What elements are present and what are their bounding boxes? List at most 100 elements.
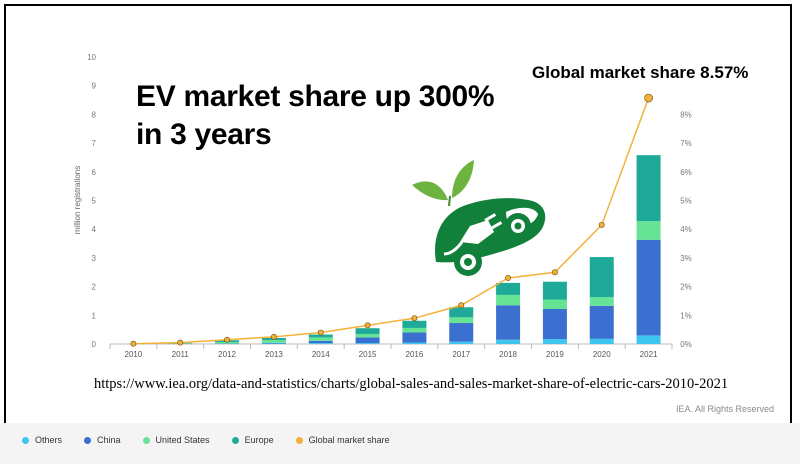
y-tick-label: 5 [92, 197, 97, 206]
bar-segment-others [636, 335, 661, 344]
legend-label-united-states: United States [155, 435, 210, 445]
share-point [458, 302, 465, 309]
share-point [598, 221, 605, 228]
share-point [270, 333, 277, 340]
legend-swatch-united-states [142, 436, 150, 444]
legend-item-others: Others [22, 435, 62, 445]
y-tick-label: 3 [92, 254, 97, 263]
bar-segment-europe [589, 257, 614, 298]
x-tick-label: 2017 [452, 350, 470, 359]
share-point [130, 340, 137, 347]
legend-item-global-share: Global market share [295, 435, 390, 445]
source-url: https://www.iea.org/data-and-statistics/… [94, 376, 729, 392]
bar-segment-united-states [636, 221, 661, 240]
y2-tick-label: 0% [680, 340, 692, 349]
bar-segment-others [402, 342, 427, 344]
legend-swatch-others [22, 436, 29, 444]
y-tick-label: 9 [92, 82, 97, 91]
y2-tick-label: 7% [680, 139, 692, 148]
x-tick-label: 2011 [172, 350, 190, 359]
y-tick-label: 2 [92, 283, 97, 292]
bar-segment-others [496, 339, 521, 344]
bar-segment-china [355, 337, 380, 344]
legend-swatch-europe [231, 436, 239, 444]
share-point [224, 336, 231, 343]
y-tick-label: 10 [87, 53, 96, 62]
bar-segment-europe [355, 328, 380, 334]
headline-line-2: in 3 years [136, 118, 272, 151]
bar-segment-europe [542, 281, 567, 300]
legend: Others China United States Europe Global… [22, 435, 390, 445]
rights-notice: IEA. All Rights Reserved [676, 404, 775, 414]
x-tick-label: 2013 [265, 350, 283, 359]
y-tick-label: 1 [92, 311, 97, 320]
legend-strip [0, 423, 800, 464]
global-share-annotation: Global market share 8.57% [532, 63, 749, 82]
bar-segment-others [355, 343, 380, 344]
share-point [644, 93, 653, 103]
bar-segment-china [449, 323, 474, 342]
bar-segment-china [261, 342, 286, 344]
y2-tick-label: 1% [680, 311, 692, 320]
legend-label-china: China [97, 435, 121, 445]
bar-segment-china [308, 340, 333, 344]
bar-segment-united-states [308, 337, 333, 341]
bar-segment-united-states [261, 339, 286, 343]
x-tick-label: 2015 [359, 350, 377, 359]
bar-segment-united-states [542, 299, 567, 309]
y2-axis: 0% 1% 2% 3% 4% 5% 6% 7% 8% [680, 110, 692, 349]
x-tick-label: 2010 [125, 350, 143, 359]
legend-label-europe: Europe [244, 435, 274, 445]
y2-tick-label: 8% [680, 110, 692, 119]
bar-segment-others [542, 339, 567, 344]
x-tick-label: 2021 [640, 350, 658, 359]
y-tick-label: 4 [92, 225, 97, 234]
bar-segment-united-states [215, 341, 240, 344]
x-tick-label: 2012 [218, 350, 236, 359]
y-axis-label: million registrations [73, 166, 82, 234]
bar-segment-china [496, 305, 521, 340]
x-axis: 2010 2011 2012 2013 2014 2015 2016 2017 2018 2019… [109, 343, 673, 359]
legend-item-china: China [84, 435, 121, 445]
legend-swatch-china [84, 436, 92, 444]
legend-item-europe: Europe [231, 435, 274, 445]
bar-segment-china [589, 305, 614, 339]
share-point [551, 269, 558, 276]
bar-segment-others [449, 341, 474, 344]
share-point [505, 275, 512, 281]
y2-tick-label: 3% [680, 254, 692, 263]
bar-segment-others [589, 338, 614, 344]
legend-swatch-global-share [295, 436, 303, 444]
y2-tick-label: 2% [680, 283, 692, 292]
bar-segment-europe [449, 307, 474, 318]
share-point [177, 339, 184, 346]
image-frame [4, 4, 792, 456]
bar-segment-china [542, 308, 567, 340]
bar-segment-europe [496, 282, 521, 295]
bar-segment-united-states [402, 327, 427, 333]
bar-segment-others [261, 343, 286, 344]
legend-label-global-share: Global market share [308, 435, 390, 445]
bars [168, 155, 661, 344]
y-tick-label: 6 [92, 168, 97, 177]
bar-segment-united-states [355, 333, 380, 338]
x-tick-label: 2018 [499, 350, 517, 359]
bar-segment-europe [402, 320, 427, 328]
y2-tick-label: 4% [680, 225, 692, 234]
legend-item-united-states: United States [142, 435, 210, 445]
share-point [411, 315, 418, 322]
bar-segment-europe [636, 155, 661, 222]
share-line-path [133, 97, 650, 345]
y2-tick-label: 5% [680, 197, 692, 206]
x-tick-label: 2019 [546, 350, 564, 359]
bar-segment-europe [308, 334, 333, 338]
x-tick-label: 2020 [593, 350, 611, 359]
x-tick-label: 2014 [312, 350, 330, 359]
bar-segment-united-states [496, 294, 521, 306]
bar-segment-united-states [589, 297, 614, 306]
headline: EV market share up 300% in 3 years [136, 78, 495, 154]
legend-label-others: Others [35, 435, 63, 445]
bar-segment-united-states [449, 317, 474, 324]
x-tick-label: 2016 [406, 350, 424, 359]
